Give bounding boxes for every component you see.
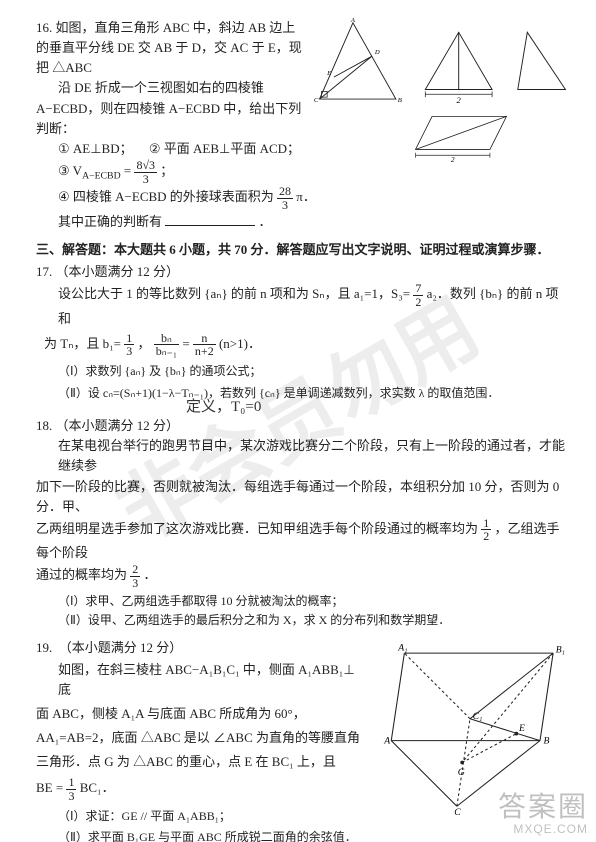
q18-number: 18.: [36, 418, 52, 433]
q19-figure: A B C A₁ B₁ C₁ E G: [370, 640, 570, 815]
exam-page: 非会员勿用 A B C D E: [0, 0, 596, 842]
q16-opt4: ④ 四棱锥 A−ECBD 的外接球表面积为 283 π．: [36, 189, 316, 204]
question-17: 17. （本小题满分 12 分） 设公比大于 1 的等比数列 {aₙ} 的前 n…: [36, 262, 570, 402]
svg-text:C₁: C₁: [473, 710, 483, 721]
q16-view-top: 2: [399, 104, 515, 162]
question-18: 18. （本小题满分 12 分） 在某电视台举行的跑男节目中，某次游戏比赛分二个…: [36, 416, 570, 629]
svg-text:B: B: [544, 735, 550, 746]
svg-text:B₁: B₁: [556, 644, 565, 655]
svg-text:A: A: [350, 18, 356, 24]
q19-part2: （Ⅱ）求平面 B₁GE 与平面 ABC 所成锐二面角的余弦值．: [36, 828, 570, 842]
question-19: A B C A₁ B₁ C₁ E G 19. （本小题满分 12 分） 如图，在…: [36, 638, 570, 842]
corner-watermark: 答案圈 MXQE.COM: [498, 792, 588, 836]
q17-handwriting: 定义，T₀=0: [186, 396, 261, 419]
q19-number: 19.: [36, 640, 52, 655]
svg-text:2: 2: [457, 95, 462, 104]
q16-blank[interactable]: [165, 211, 255, 226]
q17-points: （本小题满分 12 分）: [56, 264, 180, 279]
svg-text:C: C: [454, 807, 461, 815]
svg-text:D: D: [374, 49, 380, 56]
q16-blank-line: 其中正确的判断有 ．: [36, 214, 272, 229]
q18-points: （本小题满分 12 分）: [56, 418, 180, 433]
svg-text:E: E: [518, 723, 525, 734]
q16-line1: 如图，直角三角形 ABC 中，斜边 AB 边上的垂直平分线 DE 交 AB 于 …: [36, 20, 302, 75]
q18-part1: （Ⅰ）求甲、乙两组选手都取得 10 分就被淘汰的概率；: [36, 592, 570, 611]
svg-text:B: B: [398, 97, 402, 104]
q16-line2: 沿 DE 折成一个三视图如右的四棱锥 A−ECBD，则在四棱锥 A−ECBD 中…: [36, 80, 301, 135]
svg-text:A₁: A₁: [397, 642, 407, 653]
q16-number: 16.: [36, 20, 52, 35]
q16-view-front: 2: [411, 18, 506, 104]
q19-points: （本小题满分 12 分）: [59, 640, 183, 655]
q16-figures: A B C D E 2: [310, 18, 570, 162]
section-3-header: 三、解答题：本大题共 6 小题，共 70 分．解答题应写出文字说明、证明过程或演…: [36, 240, 570, 260]
q16-opt3: ③ VA−ECBD = 8√33 ；: [36, 163, 173, 178]
q16-view-side: [513, 18, 570, 104]
q17-part2: （Ⅱ）设 cₙ=(Sₙ+1)(1−λ−Tₙ₋₁)，若数列 {cₙ} 是单调递减数…: [36, 384, 570, 403]
svg-text:C: C: [314, 97, 319, 104]
svg-text:G: G: [458, 766, 465, 777]
q17-part1: （Ⅰ）求数列 {aₙ} 及 {bₙ} 的通项公式；: [36, 362, 570, 381]
svg-text:E: E: [326, 70, 331, 77]
question-16: A B C D E 2: [36, 18, 570, 232]
svg-text:2: 2: [451, 155, 455, 162]
q17-number: 17.: [36, 264, 52, 279]
q16-opt2: ② 平面 AEB⊥平面 ACD；: [149, 141, 300, 156]
svg-text:A: A: [383, 735, 390, 746]
q18-part2: （Ⅱ）设甲、乙两组选手的最后积分之和为 X，求 X 的分布列和数学期望．: [36, 611, 570, 630]
q16-opt1: ① AE⊥BD；: [36, 141, 133, 156]
q16-triangle-abc: A B C D E: [310, 18, 405, 104]
